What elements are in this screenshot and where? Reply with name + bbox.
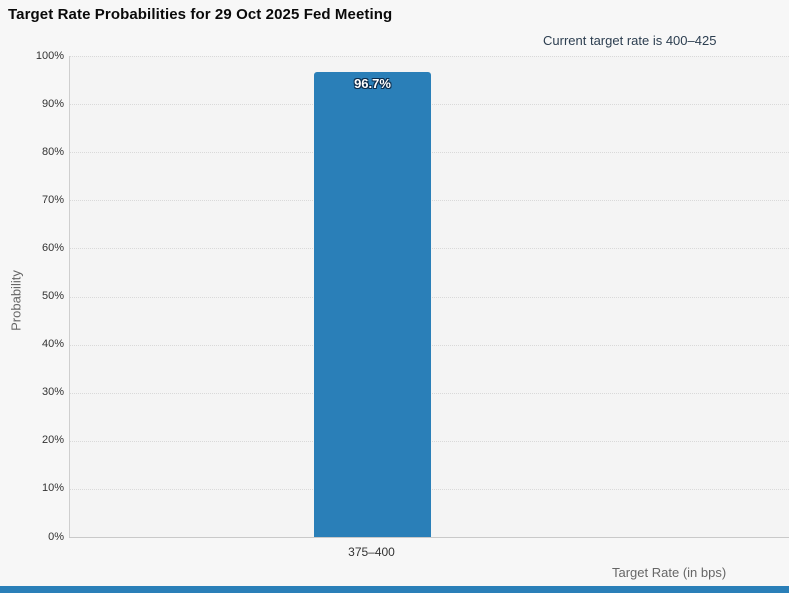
y-axis-tick-label: 80% (41, 145, 64, 158)
y-axis-tick-label: 30% (41, 386, 64, 399)
chart-title: Target Rate Probabilities for 29 Oct 202… (8, 6, 393, 23)
y-axis-tick-label: 0% (48, 530, 64, 543)
y-axis-tick-label: 100% (35, 49, 64, 62)
y-axis-tick-label: 10% (41, 482, 64, 495)
x-axis-line (69, 537, 789, 538)
y-axis-tick-label: 60% (41, 241, 64, 254)
y-axis-tick-label: 40% (41, 338, 64, 351)
plot-area: 96.7% (69, 56, 789, 537)
bar-data-label: 96.7% (354, 75, 391, 91)
y-gridline (70, 56, 789, 57)
y-axis-tick-label: 50% (41, 290, 64, 302)
current-target-rate-note: Current target rate is 400–425 (543, 33, 717, 48)
probability-bar[interactable]: 96.7% (314, 71, 431, 537)
x-axis-title: Target Rate (in bps) (612, 565, 727, 580)
y-axis-tick-label: 70% (41, 193, 64, 206)
x-axis-tick-label: 375–400 (348, 545, 395, 559)
footer-strip (0, 586, 789, 593)
y-axis-tick-label: 20% (41, 434, 64, 447)
y-axis-tick-label: 90% (41, 97, 64, 110)
